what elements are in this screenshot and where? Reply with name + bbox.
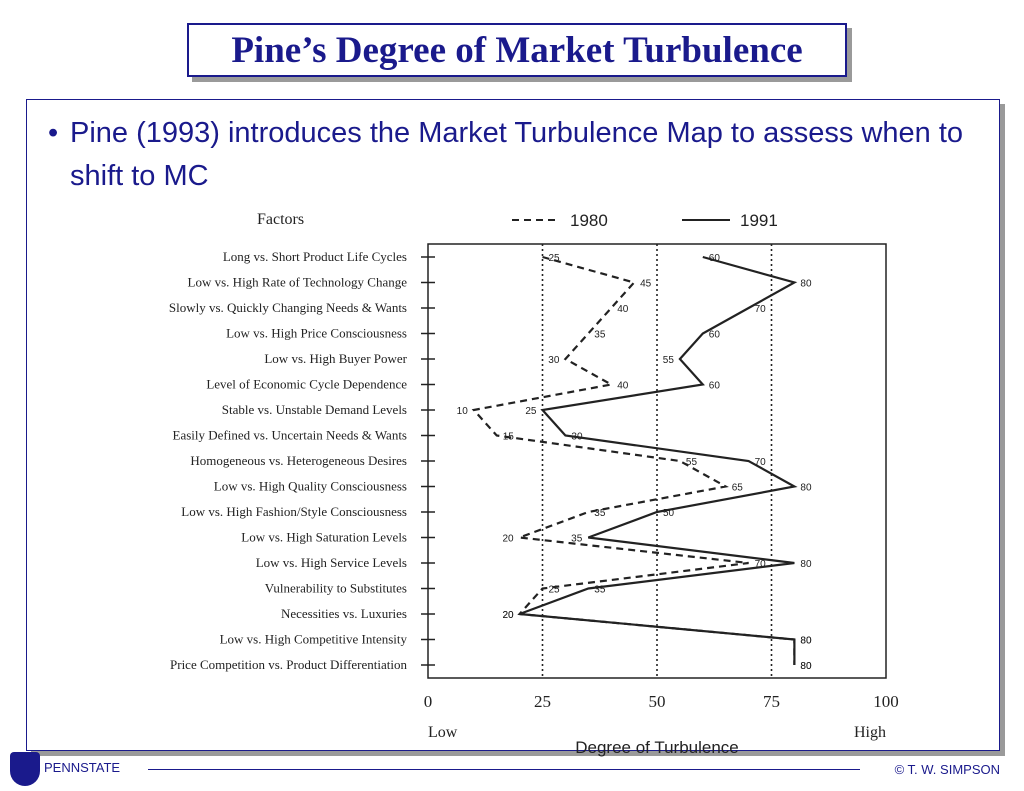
legend-label-1991: 1991	[740, 211, 778, 230]
data-label-1980: 30	[548, 355, 560, 366]
data-label-1991: 60	[709, 253, 721, 264]
data-label-1980: 25	[549, 585, 561, 596]
data-label-1980: 80	[800, 636, 812, 647]
data-label-1991: 80	[800, 636, 812, 647]
x-tick-label: 50	[649, 692, 666, 711]
data-label-1991: 60	[709, 330, 721, 341]
bullet-point: • Pine (1993) introduces the Market Turb…	[48, 112, 968, 198]
data-label-1991: 80	[800, 559, 812, 570]
data-label-1991: 70	[755, 457, 767, 468]
x-tick-label: 75	[763, 692, 780, 711]
data-label-1980: 40	[617, 304, 629, 315]
data-label-1991: 70	[755, 304, 767, 315]
series-line-1991	[519, 255, 798, 665]
category-label: Low vs. High Price Consciousness	[226, 326, 407, 341]
pennstate-shield-icon	[10, 752, 40, 786]
category-label: Slowly vs. Quickly Changing Needs & Want…	[169, 300, 407, 315]
category-label: Price Competition vs. Product Differenti…	[170, 657, 407, 672]
category-label: Level of Economic Cycle Dependence	[206, 377, 407, 392]
category-label: Long vs. Short Product Life Cycles	[223, 249, 407, 264]
data-label-1991: 55	[663, 355, 675, 366]
data-label-1980: 40	[617, 381, 629, 392]
slide-title: Pine’s Degree of Market Turbulence	[231, 29, 803, 71]
data-label-1980: 55	[686, 457, 698, 468]
x-high-label: High	[854, 724, 886, 741]
data-label-1991: 80	[800, 661, 812, 672]
legend-label-1980: 1980	[570, 211, 608, 230]
data-label-1991: 60	[709, 381, 721, 392]
data-label-1991: 50	[663, 508, 675, 519]
chart-title: Factors	[257, 211, 304, 228]
data-label-1980: 10	[457, 406, 469, 417]
x-tick-label: 100	[873, 692, 899, 711]
category-label: Easily Defined vs. Uncertain Needs & Wan…	[173, 428, 407, 443]
category-label: Low vs. High Buyer Power	[264, 351, 407, 366]
data-label-1980: 20	[502, 534, 514, 545]
data-label-1991: 25	[525, 406, 537, 417]
data-label-1991: 30	[571, 432, 583, 443]
data-label-1980: 65	[732, 483, 744, 494]
series-line-1980	[471, 255, 796, 665]
category-label: Stable vs. Unstable Demand Levels	[222, 402, 407, 417]
data-label-1980: 45	[640, 279, 652, 290]
market-turbulence-chart: Long vs. Short Product Life Cycles Low vs…	[169, 211, 899, 757]
category-label: Low vs. High Saturation Levels	[241, 530, 407, 545]
category-label: Vulnerability to Substitutes	[265, 581, 407, 596]
data-label-1991: 35	[594, 585, 606, 596]
data-label-1980: 20	[502, 610, 514, 621]
content-box	[26, 99, 1000, 751]
data-label-1980: 70	[755, 559, 767, 570]
bullet-text: Pine (1993) introduces the Market Turbul…	[70, 117, 964, 192]
footer-logo-text: PENNSTATE	[44, 760, 121, 775]
data-label-1980: 35	[594, 330, 606, 341]
data-label-1991: 20	[502, 610, 514, 621]
data-label-1980: 15	[503, 432, 515, 443]
x-tick-label: 0	[424, 692, 433, 711]
category-label: Low vs. High Rate of Technology Change	[188, 275, 408, 290]
x-axis-title: Degree of Turbulence	[575, 738, 739, 757]
category-label: Homogeneous vs. Heterogeneous Desires	[190, 453, 407, 468]
category-label: Low vs. High Service Levels	[256, 555, 407, 570]
slide-title-box: Pine’s Degree of Market Turbulence	[187, 23, 847, 77]
category-label: Low vs. High Fashion/Style Consciousness	[181, 504, 407, 519]
data-label-1980: 80	[800, 661, 812, 672]
footer-copyright: © T. W. SIMPSON	[894, 762, 1000, 777]
x-tick-label: 25	[534, 692, 551, 711]
data-label-1980: 25	[549, 253, 561, 264]
data-label-1991: 35	[571, 534, 583, 545]
footer-line	[148, 769, 860, 770]
x-low-label: Low	[428, 724, 458, 741]
data-label-1991: 80	[800, 483, 812, 494]
bullet-mark: •	[48, 117, 59, 149]
category-label: Low vs. High Competitive Intensity	[220, 632, 408, 647]
data-label-1991: 80	[800, 279, 812, 290]
data-label-1980: 35	[594, 508, 606, 519]
category-label: Necessities vs. Luxuries	[281, 606, 407, 621]
category-label: Low vs. High Quality Consciousness	[214, 479, 407, 494]
